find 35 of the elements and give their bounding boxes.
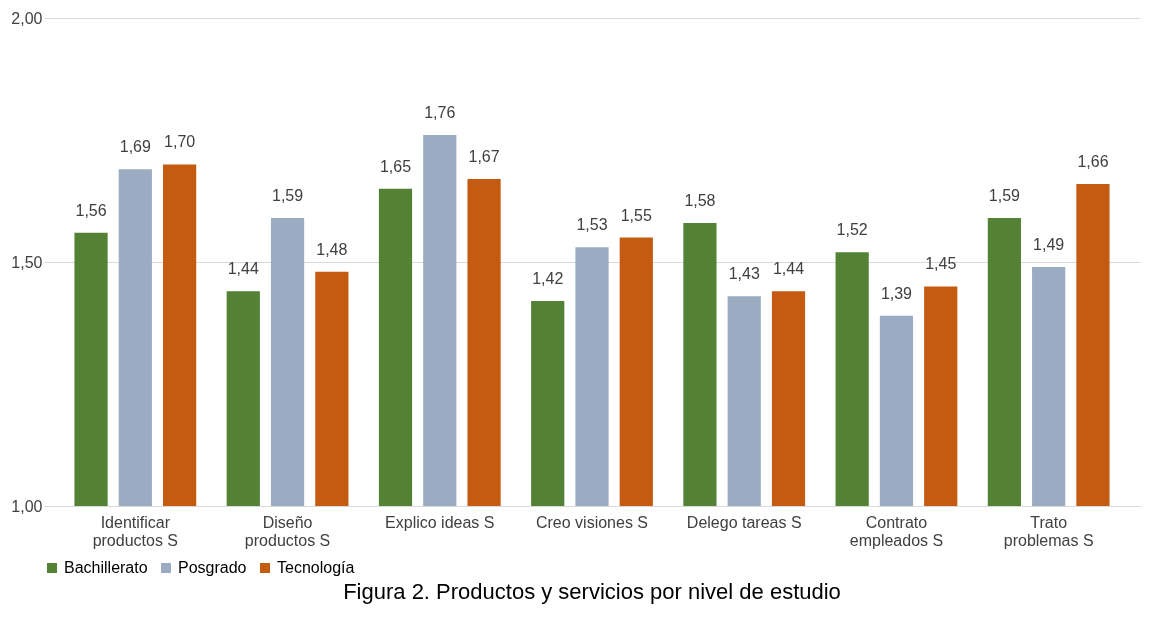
data-label: 1,53 xyxy=(576,216,608,234)
x-tick-label: Delego tareas S xyxy=(686,513,802,531)
data-label: 1,39 xyxy=(880,284,913,302)
y-tick-label: 2,00 xyxy=(11,9,43,27)
legend-label: Posgrado xyxy=(178,559,247,576)
data-label: 1,43 xyxy=(728,265,760,283)
data-label: 1,49 xyxy=(1033,235,1065,253)
x-tick-label: Trato problemas S xyxy=(1003,513,1094,549)
data-label: 1,67 xyxy=(468,148,500,166)
data-label: 1,55 xyxy=(620,206,652,224)
data-label: 1,44 xyxy=(227,260,259,278)
y-tick-label: 1,50 xyxy=(11,253,43,271)
data-label: 1,44 xyxy=(772,260,805,278)
data-label: 1,66 xyxy=(1077,152,1109,170)
data-label: 1,56 xyxy=(75,201,107,219)
y-tick-label: 1,00 xyxy=(11,497,43,515)
data-label: 1,69 xyxy=(119,138,152,156)
data-label: 1,65 xyxy=(379,157,412,175)
legend-label: Tecnología xyxy=(277,559,355,576)
data-label: 1,59 xyxy=(988,187,1021,205)
data-label: 1,48 xyxy=(316,240,348,258)
data-label: 1,42 xyxy=(532,270,564,288)
data-label: 1,58 xyxy=(684,191,716,209)
x-tick-label: Creo visiones S xyxy=(535,513,649,531)
x-tick-label: Contrato empleados S xyxy=(849,513,944,549)
x-tick-label: Diseño productos S xyxy=(244,513,331,549)
x-tick-label: Identificar productos S xyxy=(92,513,179,549)
text: Figura 2. Productos y servicios por nivel de estudio xyxy=(343,579,841,604)
data-label: 1,52 xyxy=(836,221,868,239)
x-tick-label: Explico ideas S xyxy=(385,513,495,531)
data-label: 1,45 xyxy=(925,255,957,273)
legend-label: Bachillerato xyxy=(64,559,148,576)
data-label: 1,59 xyxy=(271,187,304,205)
data-label: 1,70 xyxy=(164,133,196,151)
data-label: 1,76 xyxy=(424,104,456,122)
